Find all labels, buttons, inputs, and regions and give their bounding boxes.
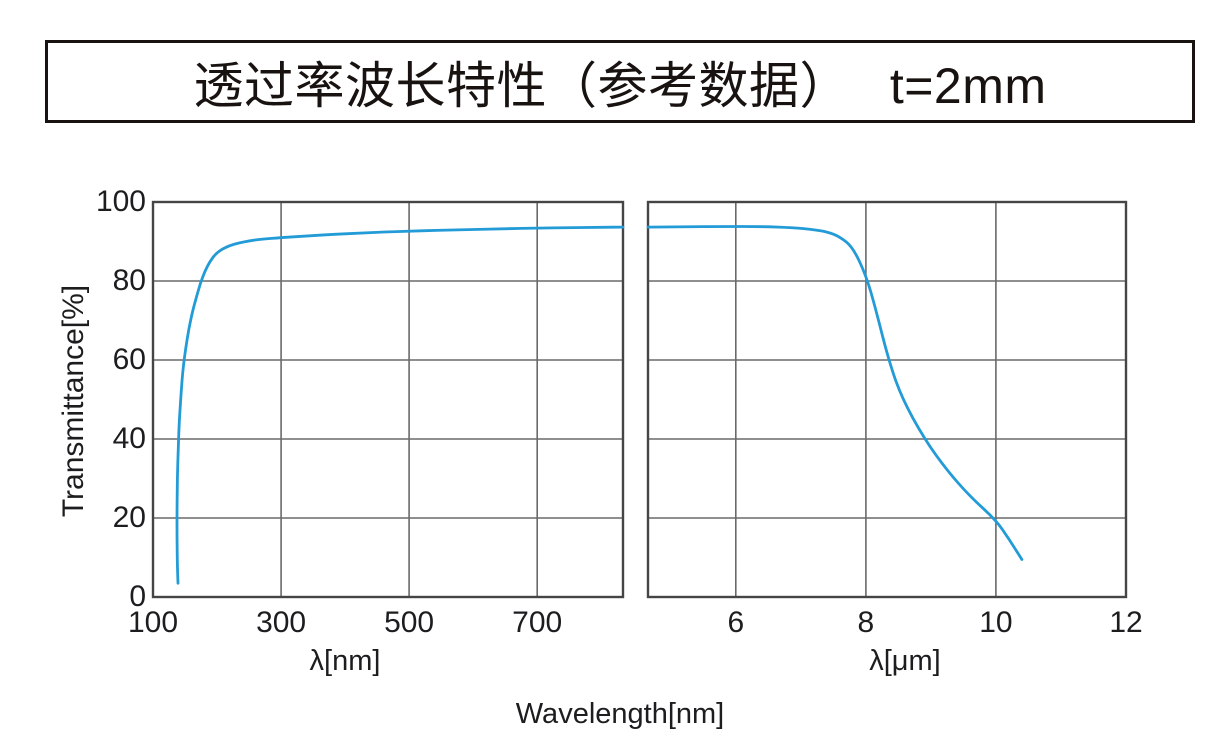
panel-border <box>646 200 1128 599</box>
panel-border <box>151 200 625 599</box>
x-tick-label: 6 <box>727 606 745 639</box>
chart-title-box: 透过率波长特性（参考数据） t=2mm <box>45 40 1195 123</box>
x-axis-title: Wavelength[nm] <box>515 698 725 730</box>
x-tick-label: 12 <box>1109 606 1143 639</box>
x-tick-label: 10 <box>979 606 1013 639</box>
y-tick-label: 40 <box>112 422 146 455</box>
y-tick-label: 20 <box>112 501 146 534</box>
transmittance-curve <box>175 225 625 585</box>
y-tick-label: 0 <box>129 580 146 613</box>
transmittance-curve <box>646 225 1024 561</box>
x-axis-label-um: λ[μm] <box>869 645 941 677</box>
x-tick-label: 500 <box>384 606 435 639</box>
y-tick-label: 100 <box>95 185 146 218</box>
y-tick-label: 60 <box>112 343 146 376</box>
x-tick-label: 700 <box>512 606 563 639</box>
x-tick-label: 100 <box>127 606 179 639</box>
chart-title: 透过率波长特性（参考数据） t=2mm <box>193 57 1047 114</box>
x-axis-label-nm: λ[nm] <box>309 645 381 677</box>
x-tick-label: 8 <box>857 606 875 639</box>
y-tick-label: 80 <box>112 264 146 297</box>
x-tick-label: 300 <box>256 606 307 639</box>
